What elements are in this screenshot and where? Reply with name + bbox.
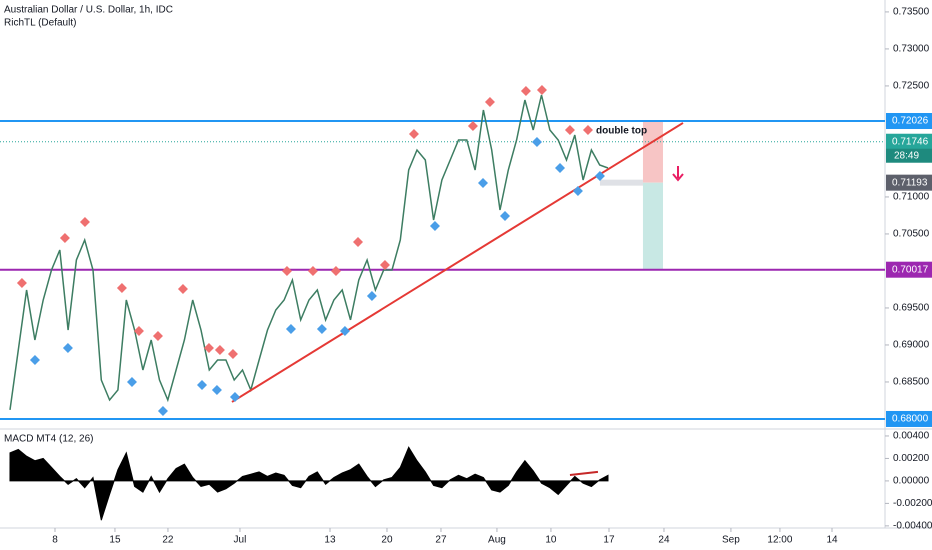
pivot-high [307,266,318,277]
pivot-high [16,278,27,289]
plot-layer: 0.73500 0.73000 0.72500 0.71000 0.70500 0.695… [0,7,932,546]
pivot-high [59,233,70,244]
pivot-low [531,137,542,148]
chart-title: Australian Dollar / U.S. Dollar, 1h, IDC [4,5,173,16]
y-tick-label: 0.00200 [893,453,930,464]
y-tick-label: -0.00200 [893,498,932,509]
pivot-low [29,354,40,365]
pivot-high [227,348,238,359]
pivot-low [594,170,605,181]
pivot-low [211,384,222,395]
pivot-high [582,125,593,136]
macd-title: MACD MT4 (12, 26) [4,434,93,445]
pivot-low [197,380,208,391]
pivot-high [203,342,214,353]
pivot-high [116,282,127,293]
level-label-bg [886,410,932,427]
x-tick-label: Sep [722,535,740,546]
y-tick-label: 0.73000 [893,44,930,55]
pivot-high [133,325,144,336]
pivot-low [366,290,377,301]
pivot-low [500,210,511,221]
pivot-high [177,284,188,295]
level-label: 0.70017 [892,264,929,275]
pivot-high [152,331,163,342]
pivot-high [379,259,390,270]
pivot-high [484,96,495,107]
pivot-high [214,344,225,355]
y-tick-label: 0.72500 [893,81,930,92]
pivot-high [564,125,575,136]
level-label: 0.68000 [892,414,929,425]
pivot-low [572,186,583,197]
pivot-low [477,178,488,189]
y-tick-label: 0.00400 [893,431,930,442]
pivot-low [285,323,296,334]
x-tick-label: 17 [603,535,615,546]
pivot-low [126,376,137,387]
x-tick-label: 20 [381,535,393,546]
trendline [569,470,599,476]
pivot-low [62,342,73,353]
pivot-low [229,391,240,402]
y-tick-label: 0.00000 [893,476,930,487]
position-target-zone [642,182,663,270]
pivot-high [520,86,531,97]
current-price-label: 0.71746 [892,136,929,147]
y-tick-label: 0.69500 [893,303,930,314]
pivot-high [330,266,341,277]
pivot-high [352,237,363,248]
pivot-low [554,163,565,174]
x-tick-label: 22 [162,535,174,546]
pivot-high [408,129,419,140]
pivot-low [157,405,168,416]
x-tick-label: Jul [234,535,247,546]
pivot-low [316,323,327,334]
x-tick-label: 8 [52,535,58,546]
level-label-bg [886,113,932,130]
current-price-label-bg [886,133,932,150]
pivot-high [536,84,547,95]
x-tick-label: 12:00 [767,535,792,546]
x-tick-label: 13 [324,535,336,546]
position-entry-zone [599,179,643,186]
pivot-low [429,221,440,232]
countdown: 28:49 [894,150,919,161]
pivot-high [79,217,90,228]
down-arrow [672,166,684,182]
y-tick-label: 0.70500 [893,229,930,240]
entry-label-bg [886,174,932,191]
pivot-high [281,266,292,277]
pivot-low [339,325,350,336]
x-tick-label: 27 [435,535,447,546]
price-line [9,94,609,411]
pivot-high [467,121,478,132]
x-tick-label: 24 [658,535,670,546]
macd-histogram [9,446,609,521]
y-tick-label: 0.73500 [893,7,930,18]
y-tick-label: 0.68500 [893,377,930,388]
y-tick-label: -0.00400 [893,521,932,532]
x-tick-label: 15 [109,535,121,546]
countdown-bg [886,148,932,163]
y-tick-label: 0.69000 [893,340,930,351]
position-stop-zone [642,121,663,183]
y-tick-label: 0.71000 [893,192,930,203]
trendline [231,122,684,403]
level-label-bg [886,261,932,278]
x-tick-label: 10 [545,535,557,546]
x-tick-label: Aug [488,535,506,546]
level-label: 0.72026 [892,116,929,127]
x-tick-label: 14 [826,535,838,546]
indicator-name: RichTL (Default) [4,18,76,29]
annotation: double top [596,126,647,137]
entry-label: 0.71193 [892,177,928,188]
